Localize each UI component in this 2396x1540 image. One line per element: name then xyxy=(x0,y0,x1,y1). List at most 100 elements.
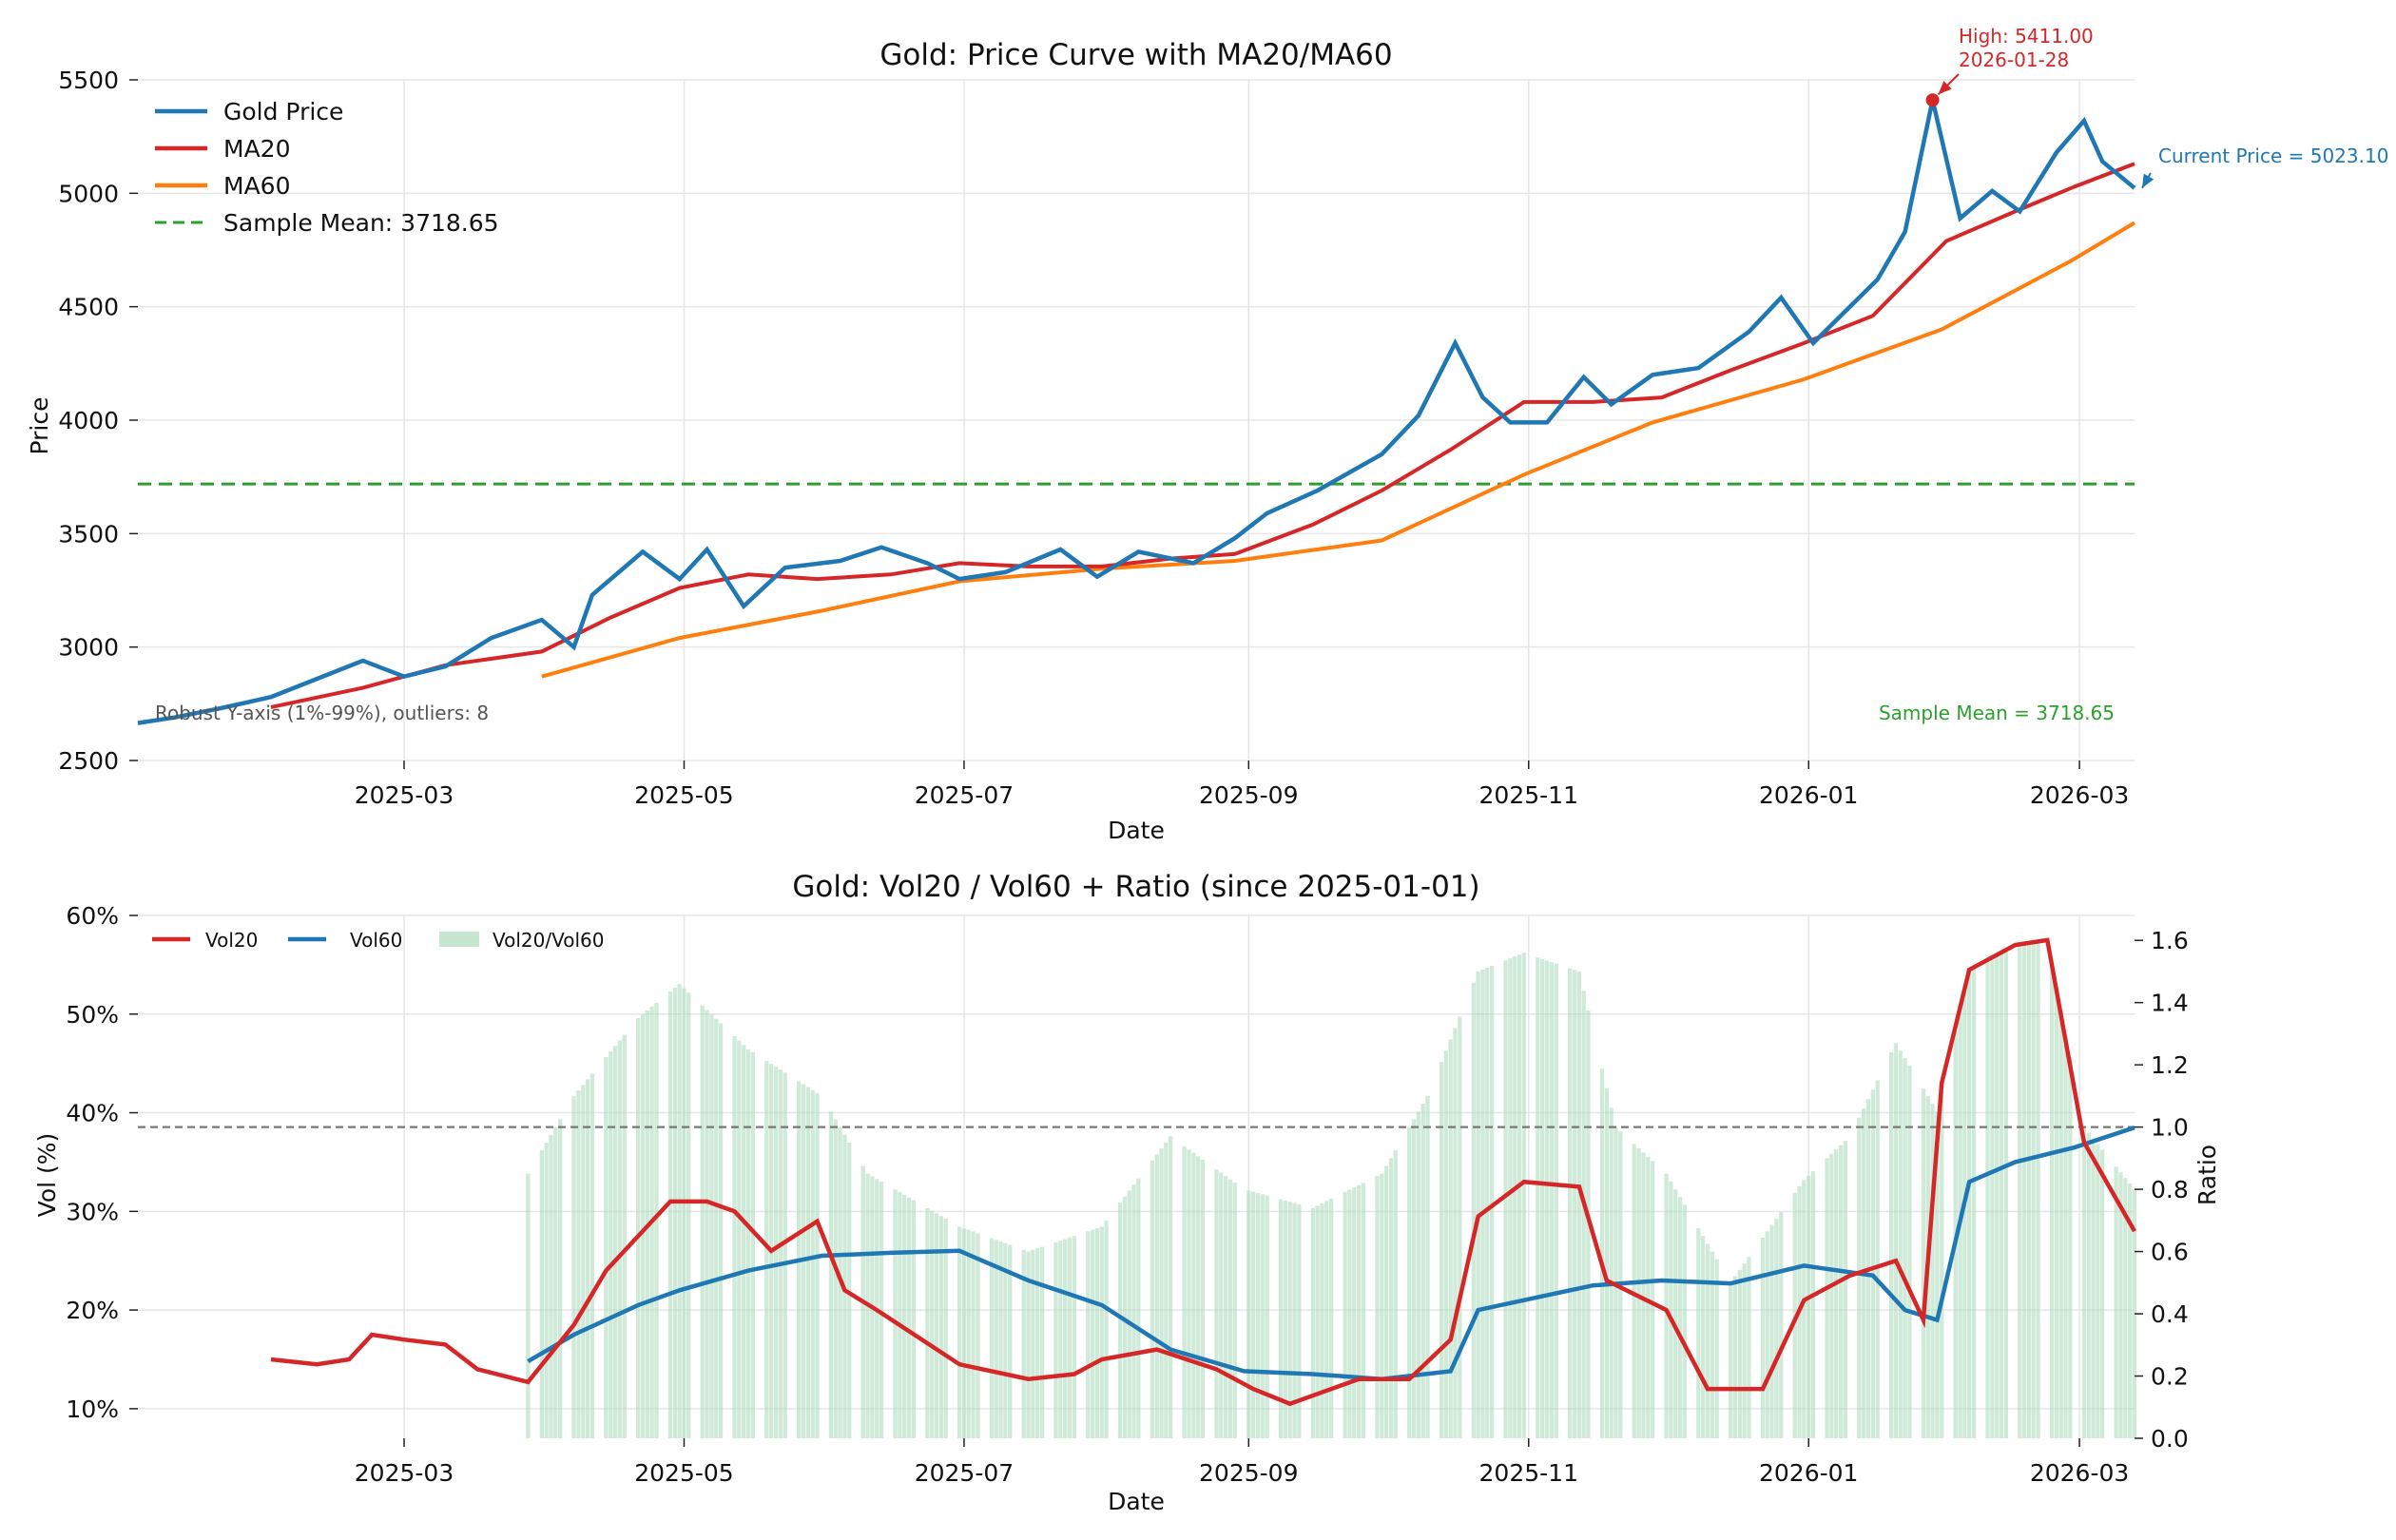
ratio-bar xyxy=(1870,1089,1875,1438)
ratio-bars xyxy=(526,942,2137,1439)
ratio-bar xyxy=(1544,960,1550,1438)
ratio-bar xyxy=(810,1089,815,1438)
ratio-bar xyxy=(1439,1062,1444,1438)
vol-y-tick-label: 60% xyxy=(66,902,119,930)
ratio-bar xyxy=(1375,1176,1380,1438)
ratio-bar xyxy=(961,1228,967,1438)
ratio-y-axis-label: Ratio xyxy=(2193,1145,2221,1205)
ratio-bar xyxy=(943,1219,948,1438)
ratio-bar xyxy=(1182,1145,1187,1438)
ratio-bar xyxy=(847,1143,852,1438)
ratio-bar xyxy=(1572,970,1577,1438)
ratio-bar xyxy=(2003,952,2008,1438)
ratio-bar xyxy=(989,1238,995,1438)
price-y-tick-label: 2500 xyxy=(58,747,119,775)
price-x-tick-label: 2025-11 xyxy=(1479,781,1578,809)
ratio-bar xyxy=(2036,942,2040,1438)
ratio-bar xyxy=(1517,954,1522,1439)
ratio-bar xyxy=(1829,1153,1834,1438)
ratio-bar xyxy=(1310,1207,1315,1438)
ratio-bar xyxy=(1154,1154,1159,1438)
ma60-line xyxy=(541,221,2136,679)
ratio-bar xyxy=(1604,1088,1609,1438)
ratio-bar xyxy=(667,991,673,1438)
ratio-bar xyxy=(1664,1173,1669,1438)
ratio-bar xyxy=(1443,1050,1448,1438)
ratio-bar xyxy=(1714,1259,1719,1438)
ratio-bar xyxy=(1287,1202,1292,1438)
ratio-bar xyxy=(783,1072,787,1438)
ratio-bar xyxy=(1104,1221,1109,1438)
ratio-bar xyxy=(1260,1194,1265,1438)
high-annotation-date: 2026-01-28 xyxy=(1959,48,2069,71)
ratio-bar xyxy=(1196,1156,1201,1438)
ratio-bar xyxy=(1930,1104,1935,1438)
ratio-bar xyxy=(1646,1156,1651,1438)
ratio-bar xyxy=(1099,1226,1104,1438)
ratio-bar xyxy=(1283,1200,1287,1438)
ratio-bar xyxy=(1636,1147,1641,1438)
ratio-bar xyxy=(2054,987,2059,1438)
ratio-bar xyxy=(971,1231,976,1438)
ratio-bar xyxy=(1072,1236,1076,1438)
ratio-bar xyxy=(1825,1158,1829,1438)
ratio-bar xyxy=(1127,1190,1131,1438)
ratio-bar xyxy=(1907,1066,1912,1438)
ratio-bar xyxy=(1131,1184,1136,1438)
ratio-bar xyxy=(1453,1028,1458,1438)
ratio-bar xyxy=(1250,1191,1256,1438)
price-y-tick-label: 3000 xyxy=(58,634,119,662)
ratio-bar xyxy=(742,1045,746,1438)
ratio-bar xyxy=(750,1051,755,1438)
ratio-y-tick-label: 0.8 xyxy=(2151,1176,2189,1203)
ratio-bar xyxy=(1420,1104,1425,1438)
sample-mean-annotation: Sample Mean = 3718.65 xyxy=(1879,702,2115,724)
ratio-bar xyxy=(934,1213,939,1438)
ratio-bar xyxy=(957,1226,962,1438)
ratio-bar xyxy=(1458,1016,1462,1438)
ratio-bar xyxy=(1609,1107,1613,1438)
vol-x-ticks: 2025-03 2025-05 2025-07 2025-09 2025-11 2026-… xyxy=(355,1438,2129,1487)
ratio-bar xyxy=(976,1233,980,1438)
ratio-y-ticks: 0.0 0.2 0.4 0.6 0.8 1.0 1.2 1.4 1.6 xyxy=(2135,927,2189,1453)
vol-x-tick-label: 2025-05 xyxy=(634,1459,733,1487)
ratio-bar xyxy=(1503,960,1508,1438)
legend-label-vol60: Vol60 xyxy=(350,929,402,952)
price-x-tick-label: 2025-05 xyxy=(634,781,733,809)
ratio-bar xyxy=(1315,1205,1320,1438)
price-x-ticks: 2025-03 2025-05 2025-07 2025-09 2025-11 2026-… xyxy=(355,760,2129,809)
ratio-bar xyxy=(2049,963,2055,1438)
ratio-bar xyxy=(2068,1057,2073,1438)
legend-swatch-ratio xyxy=(439,932,479,947)
ratio-bar xyxy=(682,988,686,1438)
vol-y-axis-label: Vol (%) xyxy=(33,1133,61,1218)
ratio-bar xyxy=(966,1229,971,1438)
price-chart-title: Gold: Price Curve with MA20/MA60 xyxy=(879,38,1392,72)
ratio-y-tick-label: 1.2 xyxy=(2151,1051,2189,1079)
vol-x-tick-label: 2026-03 xyxy=(2030,1459,2129,1487)
ratio-bar xyxy=(1769,1224,1774,1438)
vol-y-ticks: 10% 20% 30% 40% 50% 60% xyxy=(66,902,138,1423)
ratio-bar xyxy=(1729,1282,1733,1438)
ratio-bar xyxy=(1320,1203,1324,1438)
ratio-bar xyxy=(893,1189,898,1438)
ratio-bar xyxy=(1476,971,1480,1438)
ratio-bar xyxy=(654,1003,659,1438)
vol-y-tick-label: 40% xyxy=(66,1100,119,1127)
ratio-bar xyxy=(1967,971,1972,1438)
ratio-bar xyxy=(1292,1203,1297,1438)
ratio-bar xyxy=(1094,1228,1100,1438)
ratio-bar xyxy=(1774,1218,1779,1438)
ratio-bar xyxy=(1995,956,2000,1438)
ratio-bar xyxy=(1471,982,1476,1438)
ratio-bar xyxy=(571,1095,576,1438)
ratio-bar xyxy=(1383,1165,1389,1438)
price-y-tick-label: 4000 xyxy=(58,407,119,434)
ratio-bar xyxy=(526,1173,531,1438)
vol-x-tick-label: 2026-01 xyxy=(1759,1459,1858,1487)
ratio-bar xyxy=(1278,1199,1284,1438)
price-x-axis-label: Date xyxy=(1108,817,1165,844)
ratio-bar xyxy=(1581,991,1586,1438)
ratio-bar xyxy=(1807,1175,1811,1438)
ratio-bar xyxy=(1380,1173,1384,1438)
